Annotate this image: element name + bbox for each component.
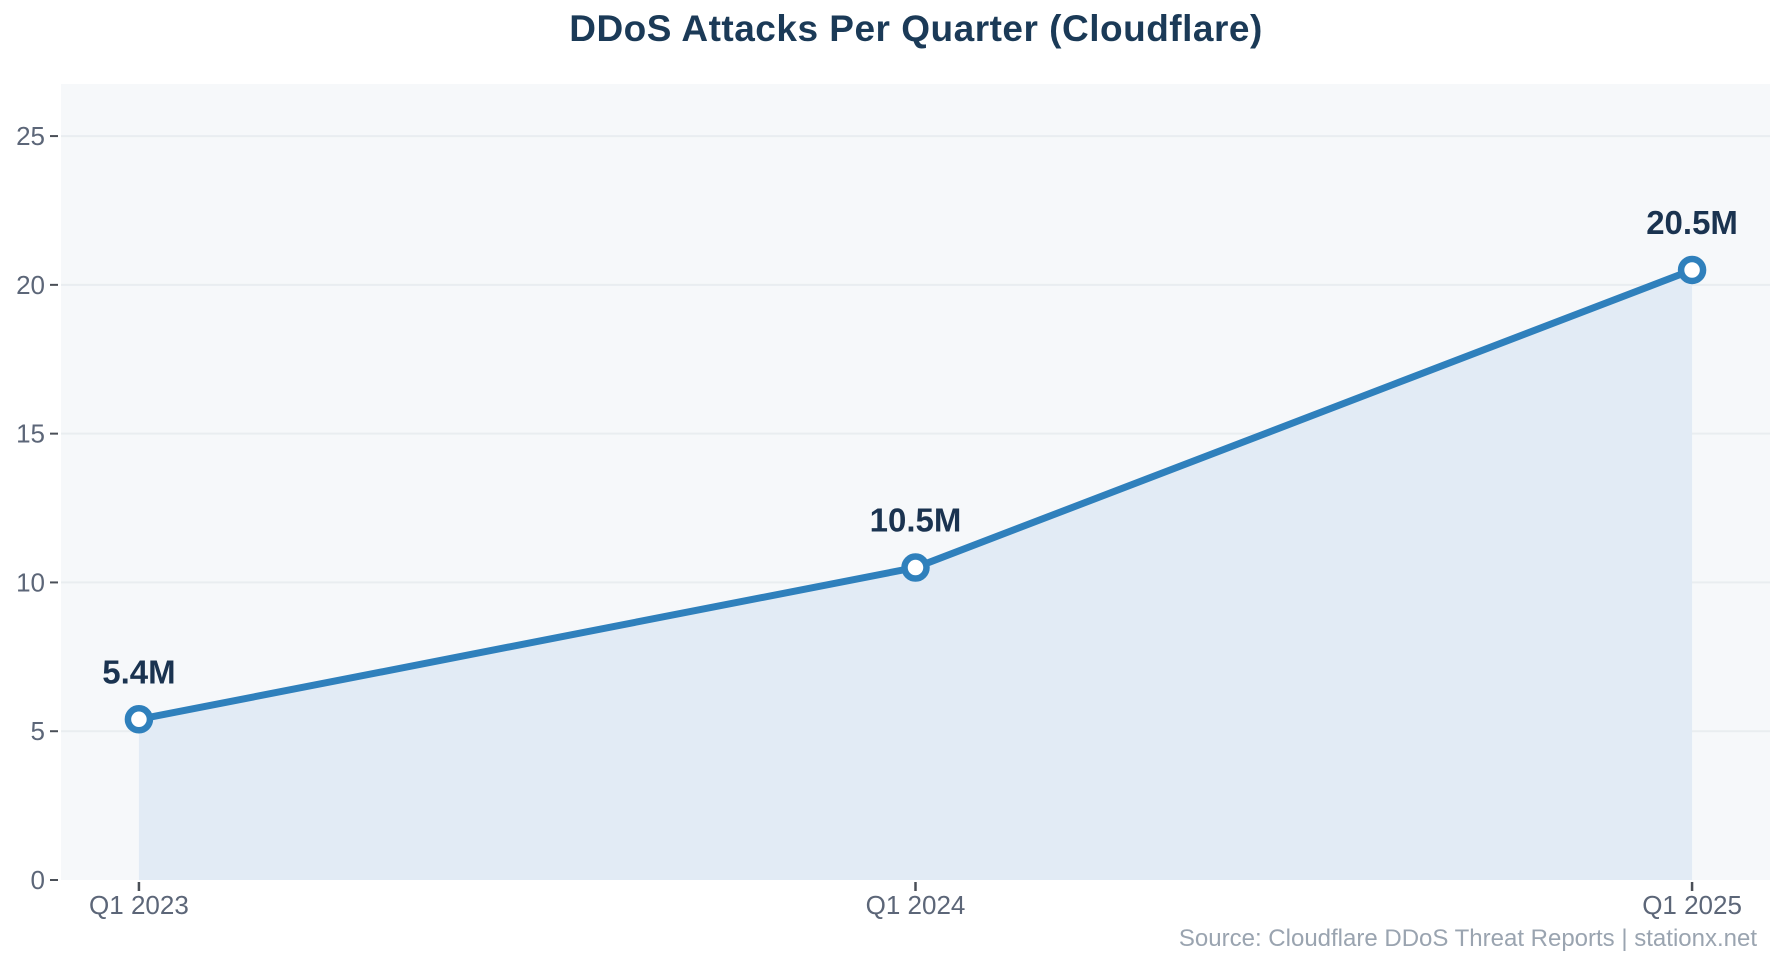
y-tick-label: 20 <box>16 270 45 300</box>
data-point-marker <box>1677 255 1707 285</box>
data-point-marker <box>124 705 154 734</box>
chart-title: DDoS Attacks Per Quarter (Cloudflare) <box>569 8 1263 49</box>
y-tick-label: 15 <box>16 419 45 449</box>
value-label: 20.5M <box>1646 204 1738 241</box>
y-tick-label: 25 <box>16 121 45 151</box>
value-label: 10.5M <box>870 502 962 539</box>
x-tick-label: Q1 2025 <box>1642 890 1742 920</box>
x-tick-label: Q1 2024 <box>866 890 966 920</box>
data-point-marker <box>901 553 930 582</box>
plot-area: 0 5 10 15 20 25 Q1 2023 Q1 2024 Q1 2025 5.4M 10.5M… <box>16 84 1770 920</box>
y-tick-label: 0 <box>31 865 45 895</box>
y-tick-label: 10 <box>16 567 45 597</box>
y-tick-label: 5 <box>31 716 45 746</box>
x-tick-label: Q1 2023 <box>89 890 189 920</box>
value-label: 5.4M <box>102 653 175 690</box>
source-caption: Source: Cloudflare DDoS Threat Reports |… <box>1179 925 1757 952</box>
